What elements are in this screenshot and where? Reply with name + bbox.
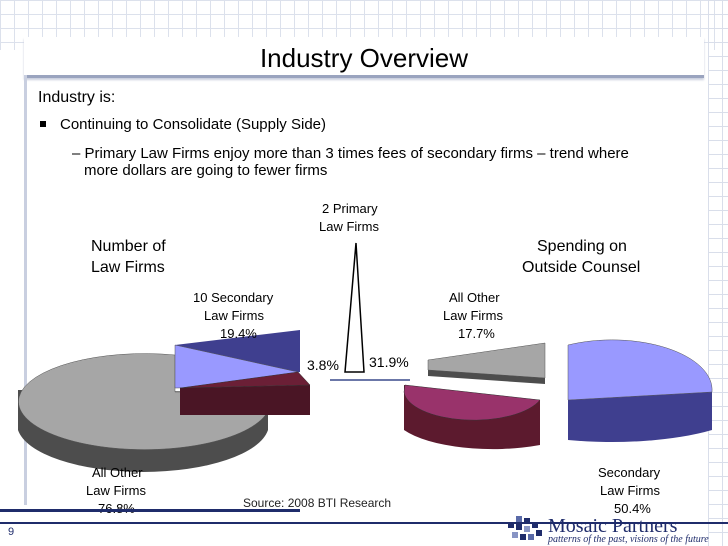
label-other-right-line1: All Other bbox=[449, 290, 500, 305]
right-pie-primary-slice bbox=[403, 384, 541, 450]
label-other-left-line1: All Other bbox=[92, 465, 143, 480]
label-primary-left-pct: 3.8% bbox=[307, 357, 339, 373]
right-pie-other-slice bbox=[427, 342, 546, 384]
label-other-right-pct: 17.7% bbox=[458, 326, 495, 341]
background-grid-right bbox=[708, 0, 728, 546]
label-primary-line2: Law Firms bbox=[319, 219, 379, 234]
logo-name: Mosaic Partners bbox=[548, 515, 678, 537]
primary-callout-pointer bbox=[344, 242, 365, 373]
label-secondary10-line2: Law Firms bbox=[204, 308, 264, 323]
label-other-left-pct: 76.8% bbox=[98, 501, 135, 516]
label-secondary10-pct: 19.4% bbox=[220, 326, 257, 341]
bullet-text: Continuing to Consolidate (Supply Side) bbox=[60, 116, 326, 133]
bullet-icon bbox=[40, 121, 46, 127]
label-secondary-right-pct: 50.4% bbox=[614, 501, 651, 516]
label-other-right-line2: Law Firms bbox=[443, 308, 503, 323]
label-secondary10-line1: 10 Secondary bbox=[193, 290, 274, 305]
label-primary-right-pct: 31.9% bbox=[369, 354, 409, 370]
label-other-left-line2: Law Firms bbox=[86, 483, 146, 498]
right-pie-secondary-slice bbox=[567, 339, 713, 443]
logo-tagline: patterns of the past, visions of the fut… bbox=[548, 534, 709, 545]
slide-title: Industry Overview bbox=[259, 43, 469, 73]
right-chart-title-line2: Outside Counsel bbox=[522, 259, 641, 276]
footer-rule-top bbox=[0, 509, 300, 512]
sub-bullet-line-2: more dollars are going to fewer firms bbox=[84, 162, 328, 179]
mosaic-logo-icon bbox=[508, 516, 542, 540]
footer-rule bbox=[0, 522, 728, 524]
right-chart-title-line1: Spending on bbox=[537, 238, 627, 255]
label-secondary-right-line1: Secondary bbox=[598, 465, 661, 480]
title-bar bbox=[24, 37, 704, 78]
sub-bullet-line-1: – Primary Law Firms enjoy more than 3 ti… bbox=[72, 145, 629, 162]
intro-text: Industry is: bbox=[38, 89, 116, 106]
left-pie-primary-slice bbox=[179, 371, 311, 415]
label-secondary-right-line2: Law Firms bbox=[600, 483, 660, 498]
left-rule bbox=[24, 75, 27, 505]
label-primary-line1: 2 Primary bbox=[322, 201, 378, 216]
page-number: 9 bbox=[8, 526, 15, 538]
source-note: Source: 2008 BTI Research bbox=[243, 496, 392, 510]
left-chart-title-line1: Number of bbox=[91, 238, 166, 255]
left-chart-title-line2: Law Firms bbox=[91, 259, 165, 276]
